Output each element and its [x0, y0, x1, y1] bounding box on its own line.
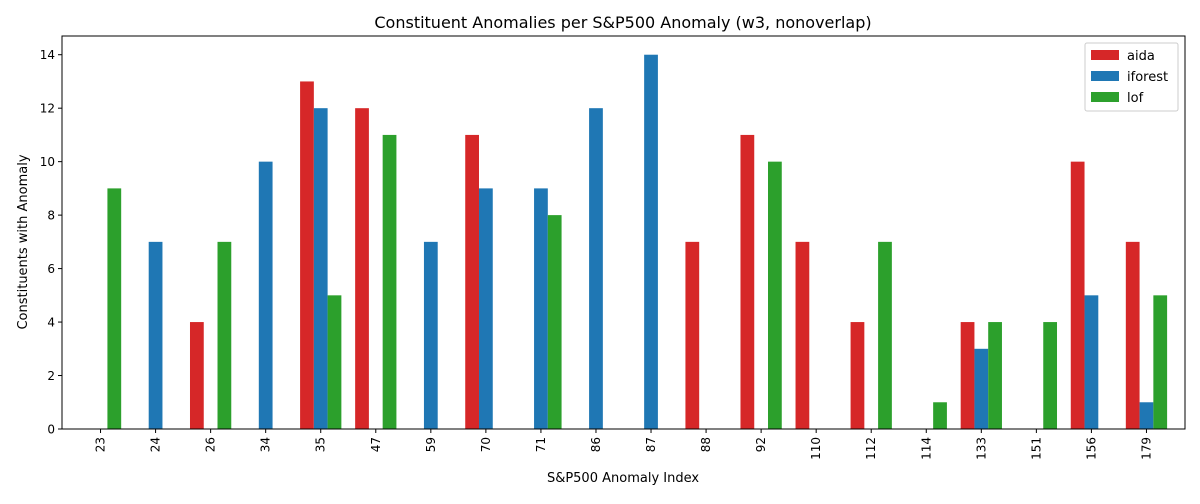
x-tick-label: 110 — [809, 437, 823, 460]
chart-title: Constituent Anomalies per S&P500 Anomaly… — [374, 13, 871, 32]
y-tick-label: 2 — [47, 369, 55, 383]
x-axis-label: S&P500 Anomaly Index — [547, 471, 699, 486]
bar-aida-92 — [740, 134, 755, 430]
legend-swatch-aida — [1091, 50, 1119, 60]
bars-layer — [107, 54, 1168, 430]
x-tick-label: 34 — [259, 437, 273, 452]
legend-label-aida: aida — [1127, 49, 1155, 64]
x-tick-label: 70 — [479, 437, 493, 452]
bar-iforest-35 — [313, 108, 328, 430]
x-tick-label: 88 — [699, 437, 713, 452]
bar-aida-110 — [795, 241, 810, 429]
bar-aida-179 — [1125, 241, 1140, 429]
x-tick-label: 86 — [589, 437, 603, 452]
y-tick-label: 6 — [47, 262, 55, 276]
bar-iforest-24 — [148, 241, 163, 429]
bar-iforest-71 — [534, 188, 548, 429]
bar-lof-47 — [382, 134, 397, 430]
bar-aida-47 — [355, 108, 369, 430]
bar-lof-26 — [217, 241, 232, 429]
bar-iforest-87 — [644, 54, 658, 430]
bar-aida-112 — [850, 322, 865, 429]
x-tick-label: 151 — [1029, 437, 1043, 460]
legend-label-lof: lof — [1127, 91, 1144, 106]
bar-lof-179 — [1153, 295, 1168, 429]
y-tick-label: 14 — [40, 48, 55, 62]
x-tick-label: 47 — [369, 437, 383, 452]
bar-aida-133 — [960, 322, 975, 429]
bar-iforest-133 — [974, 348, 989, 429]
bar-lof-23 — [107, 188, 122, 429]
bar-lof-35 — [327, 295, 342, 429]
bar-aida-70 — [465, 134, 479, 430]
bar-lof-151 — [1043, 322, 1058, 429]
bar-aida-88 — [685, 241, 700, 429]
bar-iforest-179 — [1139, 402, 1154, 429]
y-tick-label: 4 — [47, 316, 55, 330]
y-tick-label: 0 — [47, 423, 55, 437]
x-tick-label: 179 — [1139, 437, 1153, 460]
x-tick-label: 26 — [204, 437, 218, 452]
bar-lof-71 — [547, 215, 562, 429]
bar-iforest-86 — [589, 108, 603, 430]
bar-iforest-59 — [423, 241, 438, 429]
y-tick-label: 8 — [47, 209, 55, 223]
y-tick-label: 12 — [40, 102, 55, 116]
plot-frame — [61, 35, 1186, 430]
bar-lof-112 — [878, 241, 892, 429]
bar-iforest-70 — [479, 188, 493, 429]
x-tick-label: 23 — [94, 437, 108, 452]
legend-label-iforest: iforest — [1127, 70, 1168, 85]
legend-swatch-iforest — [1091, 71, 1119, 81]
x-tick-label: 114 — [919, 437, 933, 460]
x-tick-label: 71 — [534, 437, 548, 452]
bar-iforest-34 — [258, 161, 273, 429]
bar-aida-26 — [189, 322, 204, 429]
x-tick-label: 87 — [644, 437, 658, 452]
x-tick-label: 112 — [864, 437, 878, 460]
legend: aida iforest lof — [1084, 42, 1179, 112]
legend-swatch-lof — [1091, 92, 1119, 102]
y-tick-label: 10 — [40, 155, 55, 169]
y-axis-label: Constituents with Anomaly — [16, 154, 31, 329]
x-tick-label: 92 — [754, 437, 768, 452]
x-tick-label: 24 — [149, 437, 163, 452]
x-tick-label: 59 — [424, 437, 438, 452]
x-tick-label: 35 — [314, 437, 328, 452]
x-tick-label: 133 — [974, 437, 988, 460]
bar-lof-92 — [768, 161, 782, 429]
bar-aida-156 — [1070, 161, 1085, 429]
bar-aida-35 — [300, 81, 314, 429]
bar-lof-114 — [933, 402, 947, 429]
bar-iforest-156 — [1084, 295, 1099, 429]
bar-lof-133 — [988, 322, 1002, 429]
x-tick-label: 156 — [1084, 437, 1098, 460]
